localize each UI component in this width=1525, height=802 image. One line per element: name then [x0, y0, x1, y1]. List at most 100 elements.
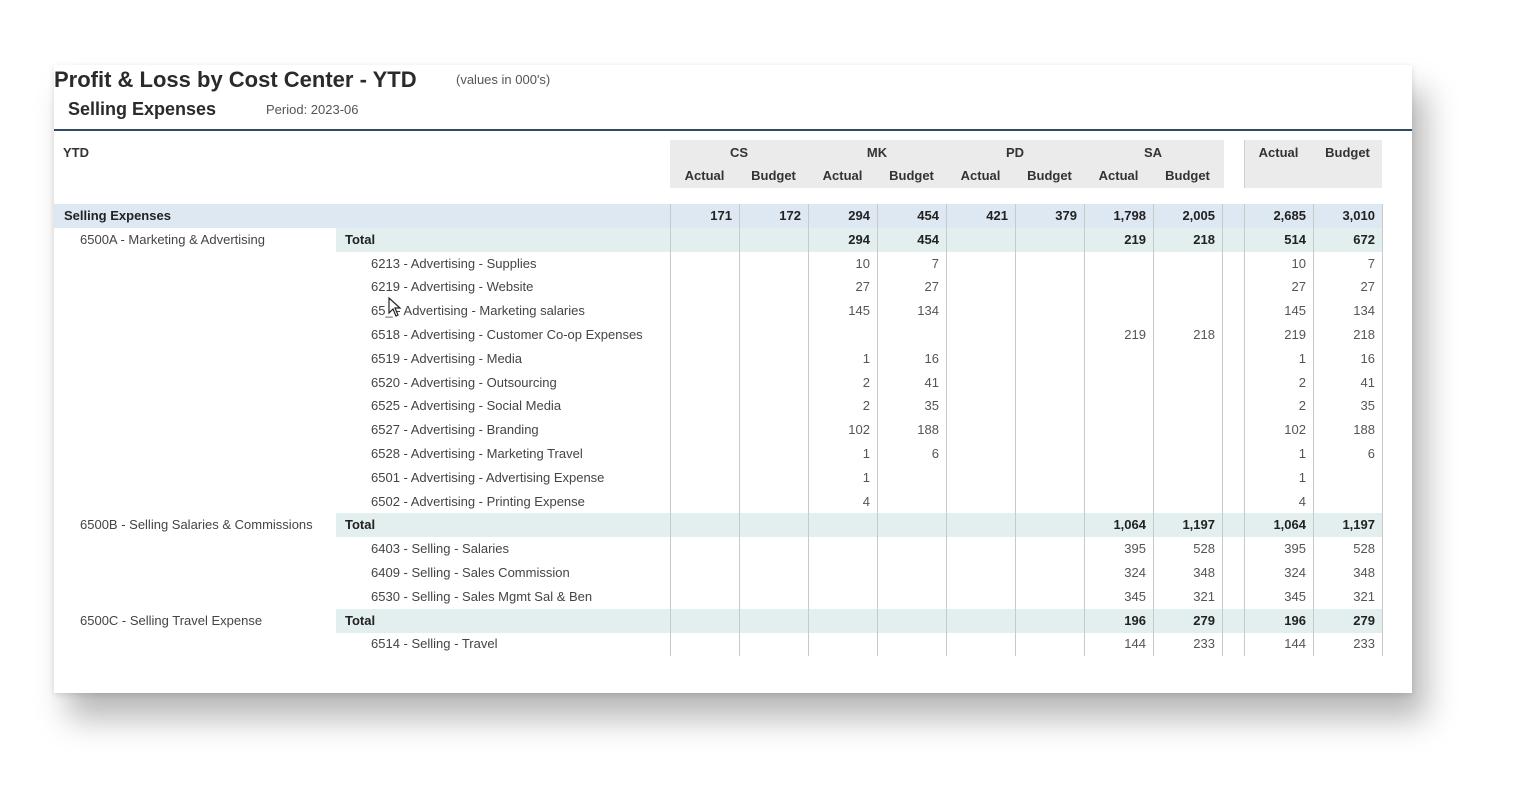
value-cell: 395 [1284, 541, 1306, 557]
value-cell: 2 [1298, 398, 1306, 414]
value-cell: 528 [1353, 541, 1375, 557]
value-cell: 6 [1367, 446, 1375, 461]
column-mk-budget: Budget [889, 168, 934, 183]
value-cell: 1 [862, 350, 870, 366]
value-cell: 1,064 [1113, 517, 1146, 533]
value-cell: 294 [848, 208, 870, 223]
value-cell: 3,010 [1342, 208, 1375, 223]
value-cell: 1 [1298, 350, 1306, 366]
column-divider [1244, 204, 1245, 657]
value-cell: 27 [855, 279, 870, 295]
value-cell: 27 [924, 279, 939, 295]
value-cell: 41 [1360, 374, 1375, 390]
column-total-budget: Budget [1325, 145, 1370, 160]
report-subtitle: Selling Expenses [68, 99, 217, 119]
column-divider [739, 204, 740, 657]
value-cell: 324 [1124, 565, 1146, 580]
column-divider [1015, 204, 1016, 657]
column-cs-budget: Budget [751, 168, 796, 183]
account-label: 6527 - Advertising - Branding [371, 422, 539, 438]
value-cell: 145 [848, 303, 870, 319]
value-cell: 395 [1124, 541, 1146, 557]
value-cell: 41 [924, 374, 939, 390]
value-cell: 321 [1193, 588, 1215, 604]
value-cell: 1 [1298, 446, 1306, 461]
value-cell: 102 [848, 422, 870, 438]
column-group-cs: CS [729, 145, 749, 160]
column-divider [946, 204, 947, 657]
value-cell: 188 [1353, 422, 1375, 438]
column-sa-actual: Actual [1098, 168, 1139, 183]
cost-center-label: 6500C - Selling Travel Expense [80, 612, 263, 628]
account-label: 6519 - Advertising - Media [371, 350, 523, 366]
column-cs-actual: Actual [684, 168, 725, 183]
value-cell: 171 [710, 208, 732, 223]
value-cell: 134 [1353, 303, 1375, 319]
value-cell: 1,197 [1342, 517, 1375, 533]
column-sa-budget: Budget [1165, 168, 1210, 183]
column-header-bg [670, 140, 1224, 188]
value-cell: 528 [1193, 541, 1215, 557]
value-cell: 324 [1284, 565, 1306, 580]
value-cell: 2,005 [1182, 208, 1215, 223]
total-label: Total [345, 612, 376, 628]
value-cell: 345 [1284, 588, 1306, 604]
value-cell: 321 [1353, 588, 1375, 604]
account-label: 6213 - Advertising - Supplies [371, 255, 537, 271]
value-cell: 279 [1353, 612, 1375, 628]
cost-center-label: 6500B - Selling Salaries & Commissions [80, 517, 313, 533]
account-label: 6530 - Selling - Sales Mgmt Sal & Ben [371, 588, 593, 604]
section-row-bg [54, 204, 1382, 228]
value-cell: 233 [1193, 636, 1215, 652]
column-divider [808, 204, 809, 657]
value-cell: 4 [1298, 493, 1306, 509]
value-cell: 672 [1353, 231, 1375, 247]
value-cell: 7 [931, 255, 939, 271]
value-cell: 218 [1193, 231, 1215, 247]
value-cell: 1 [862, 446, 870, 461]
value-cell: 1 [1298, 469, 1306, 485]
column-group-pd: PD [1005, 145, 1025, 160]
account-label: 6219 - Advertising - Website [371, 279, 534, 295]
value-cell: 218 [1193, 327, 1215, 342]
account-label: 6525 - Advertising - Social Media [371, 398, 562, 414]
total-label: Total [345, 231, 376, 247]
value-cell: 188 [917, 422, 939, 438]
account-label: 6403 - Selling - Salaries [371, 541, 510, 557]
column-pd-actual: Actual [960, 168, 1001, 183]
header-divider [54, 129, 1412, 131]
value-cell: 421 [986, 208, 1008, 223]
total-row-bg [336, 227, 1382, 252]
report-panel: Profit & Loss by Cost Center - YTD (valu… [54, 65, 1412, 693]
value-cell: 1 [862, 469, 870, 485]
report-title: Profit & Loss by Cost Center - YTD [54, 67, 417, 92]
value-cell: 144 [1124, 636, 1146, 652]
value-cell: 27 [1291, 279, 1306, 295]
column-pd-budget: Budget [1027, 168, 1072, 183]
value-cell: 2 [1298, 374, 1306, 390]
column-divider [877, 204, 878, 657]
column-divider [670, 204, 671, 657]
total-row-bg [336, 513, 1382, 538]
value-cell: 219 [1124, 327, 1146, 342]
units-note: (values in 000's) [456, 72, 551, 87]
value-cell: 196 [1284, 612, 1306, 628]
value-cell: 348 [1193, 565, 1215, 580]
value-cell: 10 [1291, 255, 1306, 271]
value-cell: 2,685 [1273, 208, 1306, 223]
value-cell: 35 [924, 398, 939, 414]
column-divider [1153, 204, 1154, 657]
column-group-sa: SA [1143, 145, 1163, 160]
value-cell: 1,197 [1182, 517, 1215, 533]
value-cell: 1,064 [1273, 517, 1306, 533]
account-label: 6528 - Advertising - Marketing Travel [371, 446, 583, 461]
totals-header-bg [1244, 140, 1382, 188]
period-label: Period: 2023-06 [266, 102, 359, 117]
column-mk-actual: Actual [822, 168, 863, 183]
total-label: Total [345, 517, 376, 533]
column-divider [1084, 204, 1085, 657]
value-cell: 144 [1284, 636, 1306, 652]
value-cell: 196 [1124, 612, 1146, 628]
section-label: Selling Expenses [64, 208, 171, 223]
value-cell: 1,798 [1113, 208, 1146, 223]
